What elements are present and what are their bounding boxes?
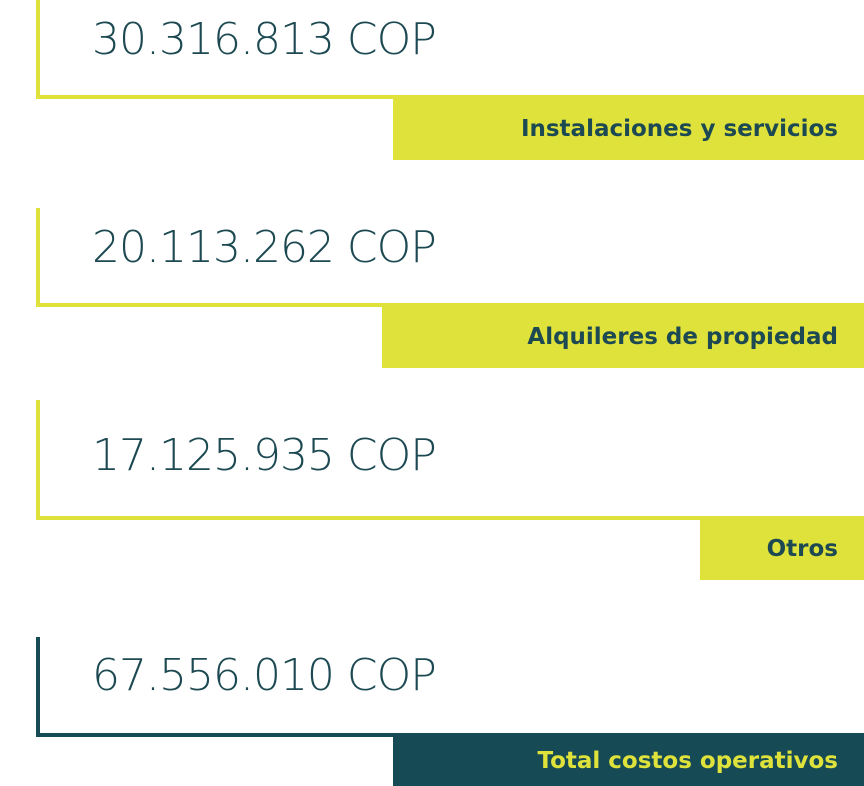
label-box: Instalaciones y servicios — [393, 97, 864, 160]
label-box: Total costos operativos — [393, 735, 864, 786]
amount: 30.316.813 COP — [92, 14, 437, 65]
bracket-line — [36, 516, 864, 520]
bracket-line — [36, 0, 40, 99]
bracket-line — [36, 400, 40, 520]
amount: 67.556.010 COP — [92, 650, 437, 701]
label-box: Alquileres de propiedad — [382, 305, 864, 368]
bracket-line — [36, 637, 40, 737]
amount: 17.125.935 COP — [92, 430, 437, 481]
label-box: Otros — [700, 518, 864, 580]
amount: 20.113.262 COP — [92, 222, 437, 273]
bracket-line — [36, 208, 40, 307]
